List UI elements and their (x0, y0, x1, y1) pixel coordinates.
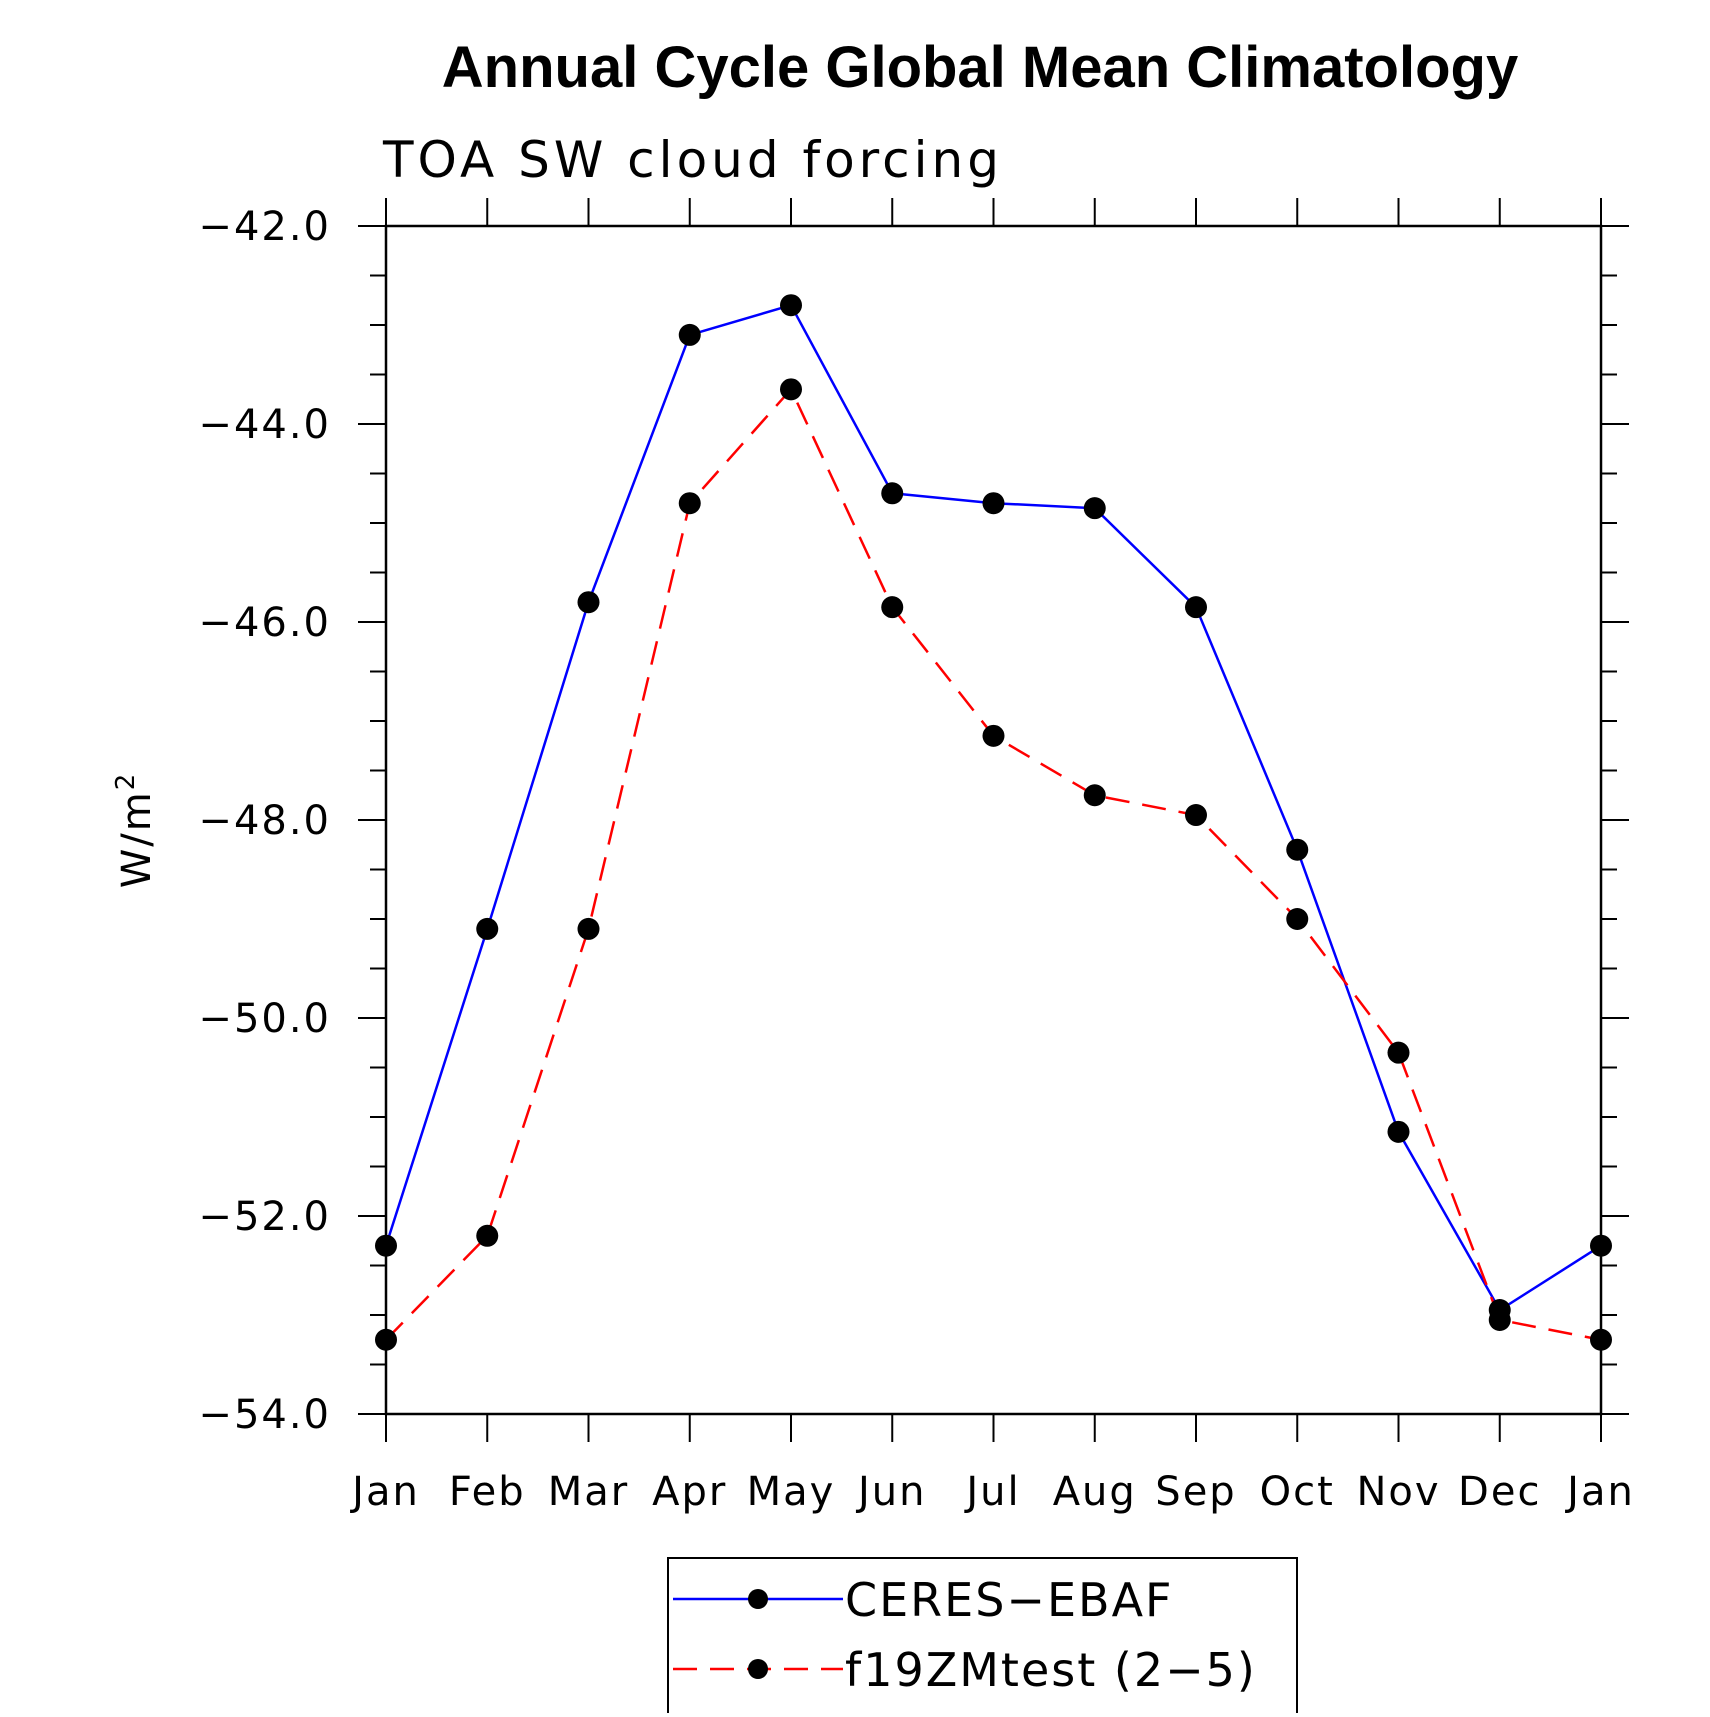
y-tick-label: −46.0 (198, 600, 331, 646)
data-point-0 (577, 591, 600, 614)
data-point-1 (1387, 1041, 1410, 1064)
data-point-0 (375, 1234, 397, 1257)
x-tick-label: Mar (548, 1469, 629, 1515)
legend: CERES−EBAF f19ZMtest (2−5) (667, 1557, 1298, 1715)
data-point-1 (1286, 908, 1309, 930)
x-tick-label: Jun (855, 1469, 927, 1515)
y-tick-label: −44.0 (198, 402, 331, 448)
legend-marker-f19zmtest (748, 1659, 768, 1679)
data-point-1 (375, 1328, 397, 1351)
x-tick-label: Aug (1053, 1469, 1137, 1515)
chart-subtitle: TOA SW cloud forcing (382, 131, 1003, 189)
data-point-0 (982, 492, 1005, 515)
y-tick-label: −48.0 (198, 798, 331, 844)
data-point-0 (1387, 1120, 1410, 1143)
x-tick-label: Nov (1356, 1469, 1440, 1515)
data-point-0 (1286, 838, 1309, 861)
data-point-1 (577, 917, 600, 940)
series-line-0 (384, 303, 1602, 1312)
x-tick-label: Sep (1155, 1469, 1236, 1515)
x-tick-label: Apr (652, 1469, 727, 1515)
data-point-1 (1488, 1308, 1511, 1331)
data-point-1 (1185, 804, 1207, 827)
legend-label-ceres-ebaf: CERES−EBAF (845, 1573, 1174, 1627)
y-axis-label-unit: W/m (114, 790, 160, 888)
x-tick-label: Oct (1260, 1469, 1335, 1515)
x-tick-label: Feb (449, 1469, 526, 1515)
x-tick-label: Jan (349, 1469, 420, 1515)
data-point-0 (1590, 1234, 1612, 1257)
legend-box (667, 1557, 1298, 1715)
x-tick-label: Dec (1458, 1469, 1541, 1515)
data-point-1 (982, 724, 1005, 747)
data-point-0 (780, 294, 802, 317)
data-point-1 (780, 378, 802, 401)
data-point-1 (476, 1224, 499, 1247)
data-point-1 (881, 596, 904, 619)
x-tick-label: May (747, 1469, 836, 1515)
plot-area-border (384, 224, 1603, 1416)
y-tick-label: −50.0 (198, 996, 331, 1042)
legend-label-f19zmtest: f19ZMtest (2−5) (845, 1643, 1257, 1697)
series-line-1 (385, 388, 1602, 1342)
y-tick-label: −52.0 (198, 1194, 331, 1240)
axis-ticks (358, 198, 1629, 1442)
y-axis-label-superscript: 2 (111, 772, 141, 791)
series-markers (375, 294, 1612, 1351)
data-point-0 (1083, 497, 1106, 520)
data-point-0 (1185, 596, 1207, 619)
x-tick-label: Jul (963, 1469, 1020, 1515)
data-point-1 (678, 492, 701, 515)
x-tick-label: Jan (1564, 1469, 1635, 1515)
y-tick-label: −42.0 (198, 204, 331, 250)
data-point-1 (1590, 1328, 1612, 1351)
plot-frame (384, 224, 1603, 1416)
y-tick-labels: −42.0 −44.0 −46.0 −48.0 −50.0 −52.0 −54.0 (198, 204, 331, 1438)
x-tick-labels: Jan Feb Mar Apr May Jun Jul Aug Sep Oct Nov Dec Jan (349, 1469, 1635, 1515)
series-lines (384, 303, 1602, 1342)
legend-marker-ceres-ebaf (748, 1589, 768, 1609)
chart-title: Annual Cycle Global Mean Climatology (442, 35, 1518, 100)
y-tick-label: −54.0 (198, 1392, 331, 1438)
y-axis-label: W/m2 (111, 772, 160, 889)
data-point-1 (1083, 784, 1106, 807)
data-point-0 (476, 917, 499, 940)
data-point-0 (881, 482, 904, 505)
data-point-0 (678, 323, 701, 346)
